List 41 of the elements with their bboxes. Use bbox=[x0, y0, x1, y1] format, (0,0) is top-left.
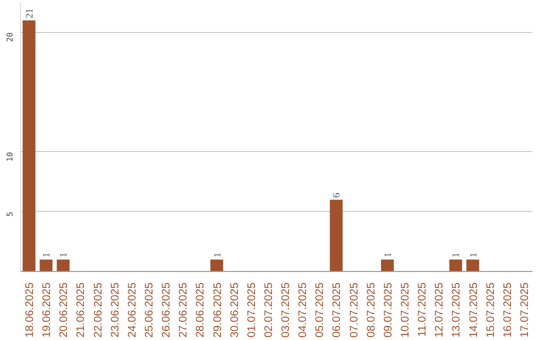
x-tick-label: 05.07.2025 bbox=[314, 282, 326, 338]
x-tick-label: 23.06.2025 bbox=[109, 282, 122, 338]
x-tick-label: 09.07.2025 bbox=[382, 282, 394, 338]
x-tick-label: 08.07.2025 bbox=[365, 282, 378, 338]
data-label: 6 bbox=[332, 192, 343, 198]
y-tick-label: 5 bbox=[6, 212, 14, 217]
x-tick-label: 01.07.2025 bbox=[246, 282, 258, 338]
x-tick-label: 20.06.2025 bbox=[58, 282, 70, 338]
x-tick-label: 27.06.2025 bbox=[178, 282, 190, 338]
x-tick-label: 21.06.2025 bbox=[75, 282, 88, 338]
data-label: 1 bbox=[451, 252, 462, 258]
data-label: 1 bbox=[42, 252, 53, 258]
x-tick-label: 03.07.2025 bbox=[280, 282, 292, 338]
x-tick-label: 15.07.2025 bbox=[484, 282, 497, 338]
x-tick-label: 16.07.2025 bbox=[502, 282, 514, 338]
data-label: 1 bbox=[468, 252, 480, 258]
x-tick-label: 02.07.2025 bbox=[262, 282, 275, 338]
x-tick-label: 17.07.2025 bbox=[518, 282, 531, 338]
x-tick-label: 19.06.2025 bbox=[41, 282, 54, 338]
x-tick-label: 28.06.2025 bbox=[194, 282, 207, 338]
data-label: 21 bbox=[24, 8, 36, 18]
data-label: 1 bbox=[212, 252, 224, 258]
x-tick-label: 14.07.2025 bbox=[468, 282, 480, 338]
x-tick-label: 12.07.2025 bbox=[434, 282, 446, 338]
x-tick-label: 25.06.2025 bbox=[144, 282, 156, 338]
x-tick-label: 10.07.2025 bbox=[400, 282, 412, 338]
x-tick-label: 13.07.2025 bbox=[450, 282, 463, 338]
data-label: 1 bbox=[58, 252, 70, 258]
x-tick-label: 07.07.2025 bbox=[348, 282, 360, 338]
x-tick-label: 30.06.2025 bbox=[228, 282, 241, 338]
x-tick-label: 22.06.2025 bbox=[92, 282, 104, 338]
x-tick-label: 18.06.2025 bbox=[24, 282, 36, 338]
x-tick-label: 06.07.2025 bbox=[331, 282, 344, 338]
x-tick-label: 24.06.2025 bbox=[126, 282, 138, 338]
x-tick-label: 29.06.2025 bbox=[212, 282, 224, 338]
x-tick-label: 26.06.2025 bbox=[160, 282, 173, 338]
x-tick-label: 11.07.2025 bbox=[416, 282, 429, 337]
x-tick-label: 04.07.2025 bbox=[297, 282, 310, 338]
y-tick-label: 20 bbox=[6, 32, 14, 42]
data-label: 1 bbox=[382, 252, 394, 258]
y-tick-label: 10 bbox=[6, 152, 14, 162]
